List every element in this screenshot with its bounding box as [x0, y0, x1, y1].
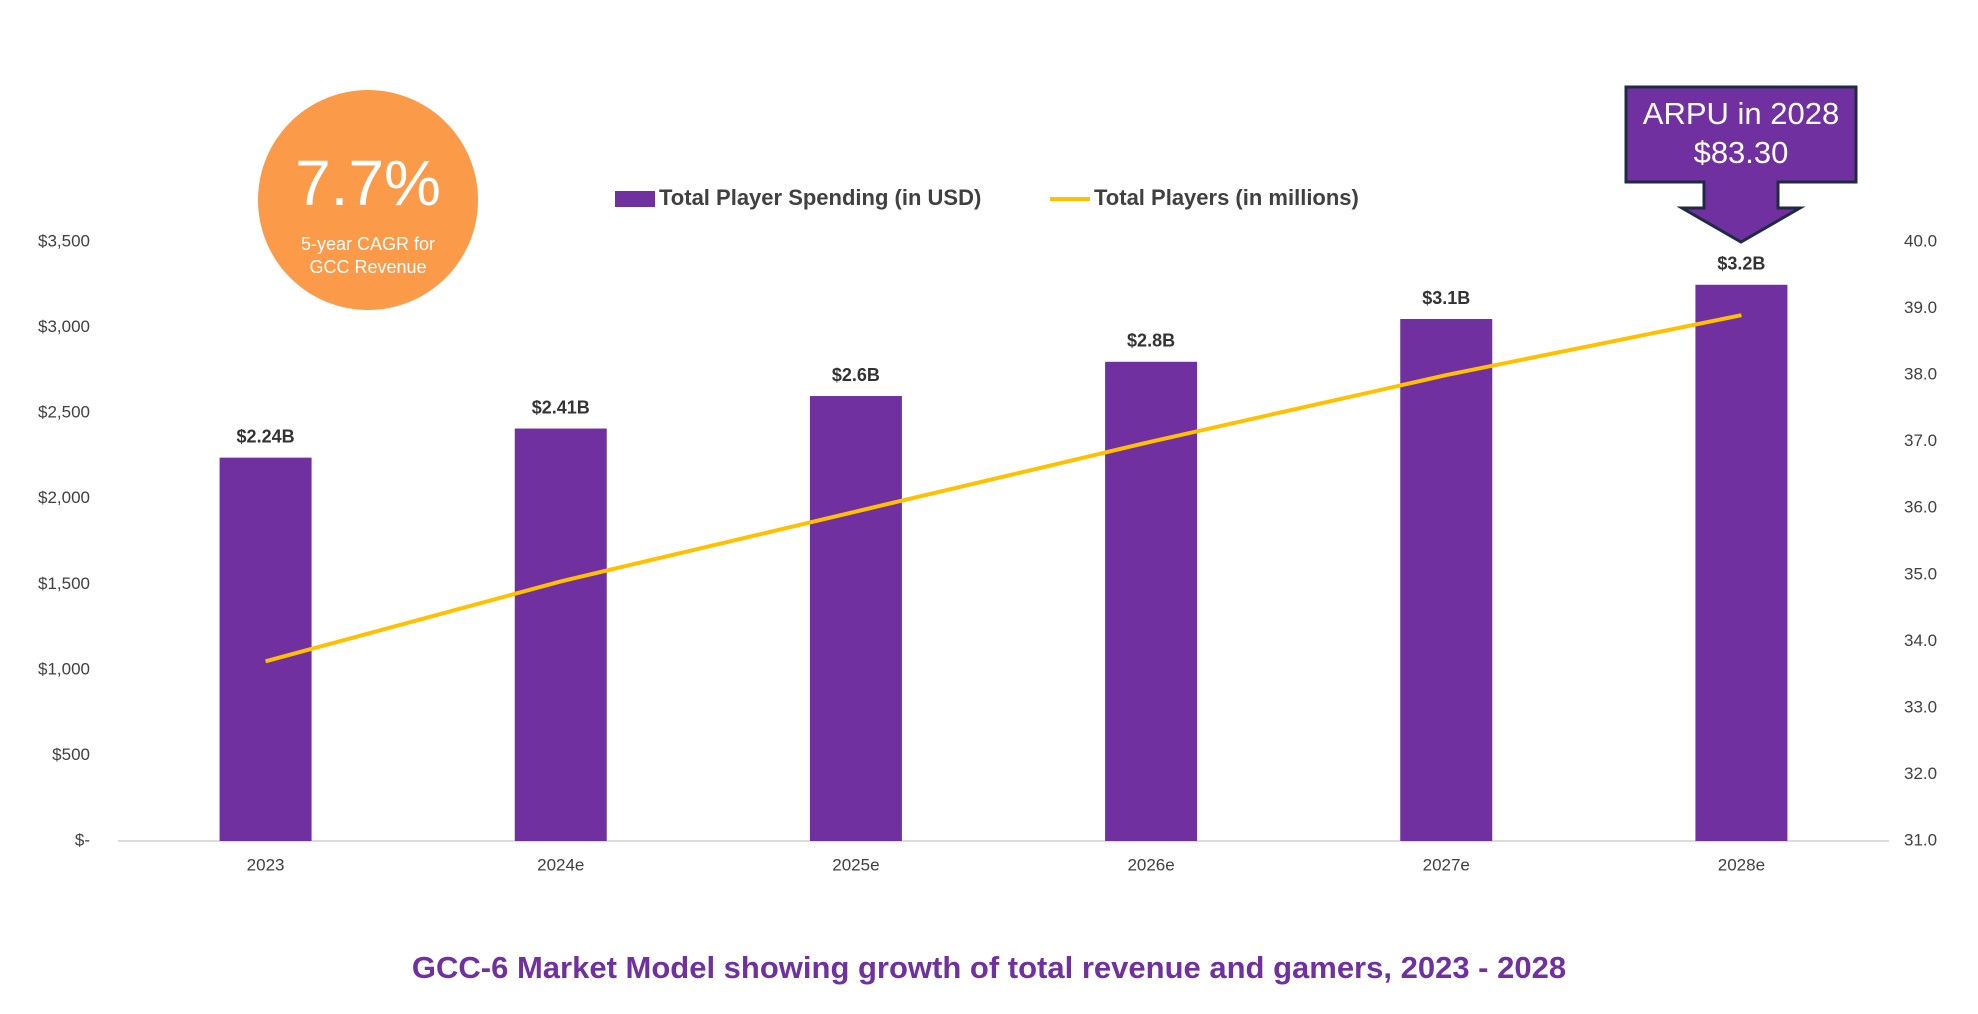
cagr-text: GCC Revenue: [309, 257, 426, 277]
y-tick-label: $-: [75, 830, 90, 849]
x-tick-label: 2023: [247, 855, 285, 874]
legend-label: Total Players (in millions): [1094, 185, 1359, 210]
bar: [809, 396, 902, 841]
y-tick-label: $2,500: [38, 403, 90, 422]
y2-tick-label: 34.0: [1904, 631, 1937, 650]
y-tick-label: $1,500: [38, 574, 90, 593]
y2-tick-label: 35.0: [1904, 564, 1937, 583]
value-label: $3.1B: [1422, 288, 1470, 308]
value-label: $2.8B: [1127, 331, 1175, 351]
x-tick-label: 2028e: [1718, 855, 1765, 874]
y-tick-label: $1,000: [38, 659, 90, 678]
y2-tick-label: 40.0: [1904, 231, 1937, 250]
y2-tick-label: 37.0: [1904, 431, 1937, 450]
bar: [219, 457, 312, 841]
x-tick-label: 2026e: [1127, 855, 1174, 874]
bar: [514, 428, 607, 841]
y2-tick-label: 38.0: [1904, 365, 1937, 384]
arpu-text: ARPU in 2028: [1643, 96, 1839, 131]
legend-label: Total Player Spending (in USD): [659, 185, 981, 210]
y-tick-label: $2,000: [38, 488, 90, 507]
chart-title: GCC-6 Market Model showing growth of tot…: [412, 950, 1566, 985]
y-tick-label: $3,500: [38, 231, 90, 250]
value-label: $2.6B: [832, 365, 880, 385]
x-tick-label: 2027e: [1423, 855, 1470, 874]
y2-tick-label: 31.0: [1904, 830, 1937, 849]
arpu-text: $83.30: [1694, 135, 1789, 170]
value-label: $3.2B: [1717, 254, 1765, 274]
y2-tick-label: 36.0: [1904, 498, 1937, 517]
bar: [1400, 319, 1493, 841]
y-tick-label: $3,000: [38, 317, 90, 336]
y-tick-label: $500: [52, 745, 90, 764]
x-tick-label: 2025e: [832, 855, 879, 874]
y2-tick-label: 33.0: [1904, 697, 1937, 716]
y2-tick-label: 39.0: [1904, 298, 1937, 317]
legend-swatch: [615, 191, 655, 207]
value-label: $2.24B: [237, 426, 295, 446]
line: [265, 313, 1742, 664]
cagr-text: 5-year CAGR for: [301, 234, 435, 254]
cagr-badge: [258, 90, 478, 310]
y2-tick-label: 32.0: [1904, 764, 1937, 783]
cagr-value: 7.7%: [295, 147, 441, 219]
x-tick-label: 2024e: [537, 855, 584, 874]
value-label: $2.41B: [532, 397, 590, 417]
bar: [1695, 284, 1788, 841]
arpu-callout: [1624, 85, 1858, 244]
